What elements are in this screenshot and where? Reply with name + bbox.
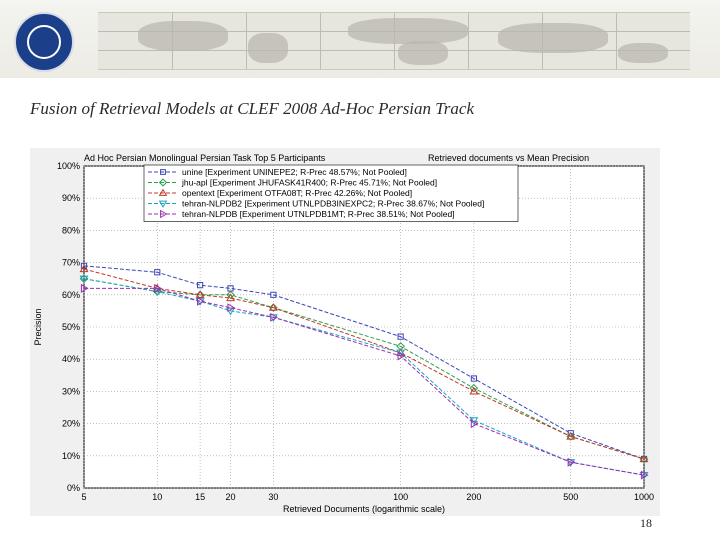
data-point-series-1 — [269, 303, 278, 312]
legend-marker-2 — [158, 188, 168, 196]
x-tick-label: 1000 — [634, 492, 654, 502]
legend-entry-3: tehran-NLPDB2 [Experiment UTNLPDB3INEXPC… — [182, 199, 484, 209]
legend-entry-4: tehran-NLPDB [Experiment UTNLPDB1MT; R-P… — [182, 209, 455, 219]
data-point-series-0 — [197, 282, 204, 289]
legend-marker-4 — [160, 209, 168, 219]
legend-marker-1 — [158, 178, 168, 187]
data-point-series-0 — [80, 262, 88, 269]
legend-marker-0 — [160, 169, 166, 175]
y-tick-label: 100% — [57, 161, 80, 171]
data-point-series-4 — [227, 303, 236, 313]
data-point-series-1 — [639, 454, 649, 464]
page-number: 18 — [640, 516, 652, 530]
data-point-series-1 — [566, 432, 576, 441]
chart-container: 0% 10% 20% 30% 40% 50% 60% 70% 80% 90% 100% 5 10 15 20… — [30, 148, 660, 516]
data-point-series-0 — [154, 269, 161, 276]
chart-title: Ad Hoc Persian Monolingual Persian Task … — [84, 153, 326, 163]
y-tick-label: 60% — [62, 290, 80, 300]
x-tick-label: 100 — [393, 492, 408, 502]
x-tick-label: 30 — [268, 492, 278, 502]
y-tick-label: 0% — [67, 483, 80, 493]
data-point-series-4 — [154, 283, 162, 293]
data-point-series-2 — [396, 348, 406, 356]
data-point-series-4 — [470, 419, 479, 429]
data-point-series-0 — [227, 285, 234, 292]
data-point-series-1 — [226, 290, 235, 300]
data-point-series-0 — [470, 375, 477, 382]
y-tick-label: 70% — [62, 258, 80, 268]
legend-entry-0: unine [Experiment UNINEPE2; R-Prec 48.57… — [182, 167, 407, 177]
world-map-banner — [98, 12, 690, 70]
university-logo-icon — [14, 12, 74, 72]
data-point-series-2 — [79, 264, 89, 273]
data-point-series-4 — [640, 470, 649, 480]
y-tick-label: 30% — [62, 386, 80, 396]
data-point-series-4 — [397, 351, 406, 361]
x-tick-label: 200 — [466, 492, 481, 502]
data-point-series-2 — [268, 303, 278, 311]
chart-subtitle: Retrieved documents vs Mean Precision — [428, 153, 589, 163]
data-point-series-3 — [152, 288, 162, 297]
data-point-series-2 — [195, 290, 205, 298]
y-tick-label: 10% — [62, 451, 80, 461]
series-line-0 — [83, 265, 645, 460]
slide-title: Fusion of Retrieval Models at CLEF 2008 … — [30, 99, 475, 118]
data-point-series-4 — [197, 296, 205, 306]
data-point-series-2 — [469, 386, 479, 395]
y-tick-label: 20% — [62, 419, 80, 429]
legend-box — [143, 164, 519, 222]
x-tick-label: 10 — [152, 492, 162, 502]
data-point-series-3 — [226, 307, 235, 316]
data-point-series-4 — [270, 312, 278, 322]
x-axis-label: Retrieved Documents (logarithmic scale) — [283, 504, 445, 514]
data-point-series-2 — [226, 293, 235, 302]
data-point-series-3 — [79, 275, 89, 284]
y-tick-label: 80% — [62, 225, 80, 235]
data-point-series-4 — [80, 283, 89, 293]
x-tick-label: 15 — [195, 492, 205, 502]
data-point-series-2 — [566, 431, 576, 440]
legend-marker-3 — [158, 200, 168, 208]
y-tick-label: 50% — [62, 322, 80, 332]
y-axis-label: Precision — [33, 308, 43, 345]
x-tick-label: 5 — [81, 492, 86, 502]
data-point-series-0 — [270, 291, 277, 298]
legend-entry-1: jhu-apl [Experiment JHUFASK41R400; R-Pre… — [181, 178, 437, 188]
x-tick-label: 20 — [226, 492, 236, 502]
y-tick-label: 40% — [62, 354, 80, 364]
legend-entry-2: opentext [Experiment OTFA08T; R-Prec 42.… — [182, 188, 412, 198]
y-tick-label: 90% — [62, 193, 80, 203]
x-tick-label: 500 — [563, 492, 578, 502]
series-line-4 — [84, 287, 645, 476]
data-point-series-0 — [397, 333, 404, 340]
precision-chart: 0% 10% 20% 30% 40% 50% 60% 70% 80% 90% 100% 5 10 15 20… — [33, 153, 654, 514]
data-point-series-2 — [639, 454, 649, 463]
data-point-series-4 — [567, 457, 576, 467]
series-line-2 — [83, 268, 645, 460]
